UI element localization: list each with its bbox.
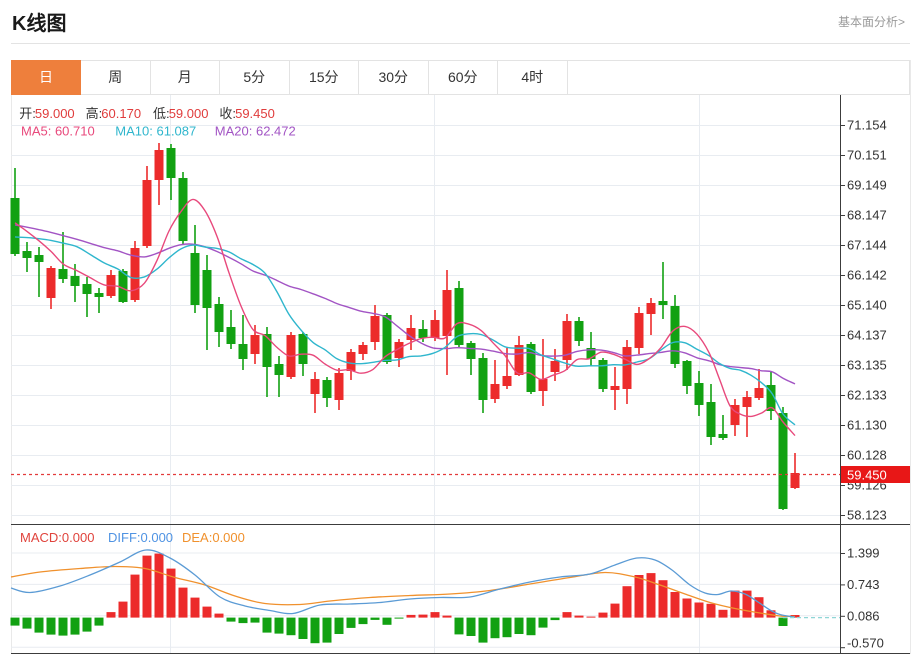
svg-text:收:: 收: [219,106,236,121]
svg-text:MA20: 62.472: MA20: 62.472 [215,124,296,139]
svg-text:69.149: 69.149 [847,178,887,193]
svg-text:MA5: 60.710: MA5: 60.710 [21,124,95,139]
svg-text:1.399: 1.399 [847,546,880,561]
svg-text:65.140: 65.140 [847,298,887,313]
svg-text:MA10: 61.087: MA10: 61.087 [115,124,196,139]
svg-text:开:: 开: [19,106,36,121]
svg-text:60.128: 60.128 [847,448,887,463]
svg-text:MACD:0.000: MACD:0.000 [20,530,94,545]
svg-text:63.135: 63.135 [847,358,887,373]
svg-text:0.086: 0.086 [847,608,880,623]
svg-text:64.137: 64.137 [847,328,887,343]
svg-text:高:: 高: [86,106,103,121]
svg-text:59.450: 59.450 [235,106,275,121]
svg-text:59.450: 59.450 [847,468,887,483]
svg-text:59.000: 59.000 [169,106,209,121]
svg-text:61.130: 61.130 [847,418,887,433]
svg-text:71.154: 71.154 [847,118,887,133]
svg-text:66.142: 66.142 [847,268,887,283]
svg-text:59.000: 59.000 [35,106,75,121]
svg-text:58.123: 58.123 [847,508,887,523]
svg-text:低:: 低: [153,106,170,121]
svg-text:68.147: 68.147 [847,208,887,223]
svg-text:67.144: 67.144 [847,238,887,253]
svg-text:0.743: 0.743 [847,577,880,592]
svg-text:DIFF:0.000: DIFF:0.000 [108,530,173,545]
svg-text:70.151: 70.151 [847,148,887,163]
svg-text:DEA:0.000: DEA:0.000 [182,530,245,545]
svg-text:-0.570: -0.570 [847,636,884,651]
svg-text:62.133: 62.133 [847,388,887,403]
svg-text:60.170: 60.170 [101,106,141,121]
